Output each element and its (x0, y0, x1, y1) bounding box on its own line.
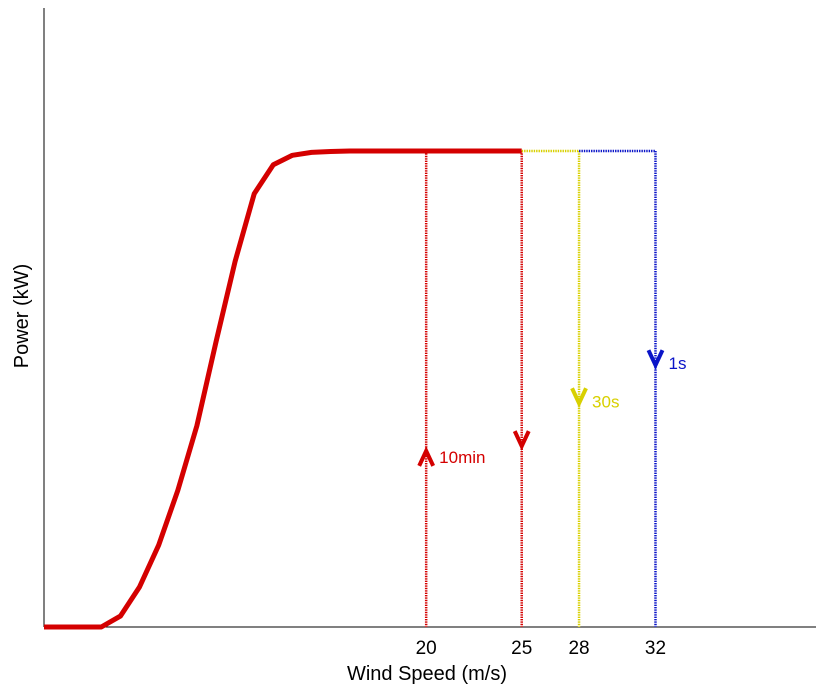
x-tick-label-32: 32 (645, 638, 666, 659)
cut-lines-layer (424, 149, 657, 627)
arrow-label-20: 10min (439, 448, 485, 467)
arrowhead-32 (646, 349, 665, 370)
arrows-layer: 10min 30s 1s (417, 349, 686, 467)
x-tick-label-20: 20 (416, 638, 437, 659)
arrowhead-25 (512, 430, 531, 451)
arrow-label-28: 30s (592, 392, 619, 411)
arrowhead-28 (570, 387, 588, 409)
power-curve-line (44, 148, 522, 630)
x-tick-label-25: 25 (511, 638, 532, 659)
arrow-label-32: 1s (668, 354, 686, 373)
x-tick-labels: 20 25 28 32 (416, 638, 666, 659)
arrowhead-20 (417, 446, 435, 467)
x-axis-label: Wind Speed (m/s) (347, 663, 507, 685)
y-axis-label: Power (kW) (11, 264, 33, 368)
curve-layer (44, 148, 522, 630)
x-tick-label-28: 28 (568, 638, 589, 659)
